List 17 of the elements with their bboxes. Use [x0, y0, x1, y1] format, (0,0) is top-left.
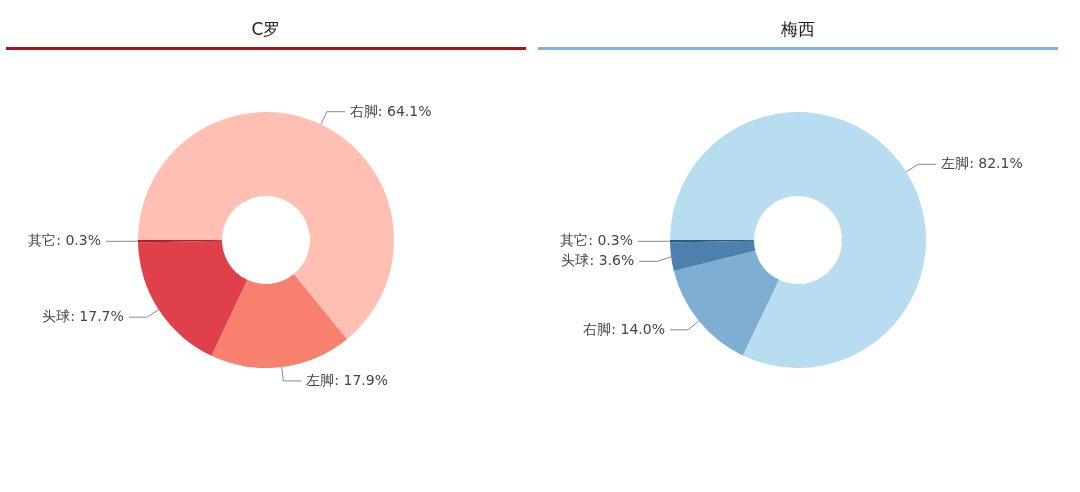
- slice-label: 其它: 0.3%: [28, 232, 102, 249]
- donut-slice: [670, 112, 926, 368]
- slice-label: 其它: 0.3%: [560, 232, 634, 249]
- slice-label: 右脚: 64.1%: [349, 102, 432, 119]
- slice-label: 头球: 17.7%: [42, 308, 124, 325]
- slice-label: 左脚: 82.1%: [941, 155, 1023, 172]
- donut-slice: [670, 240, 756, 272]
- donut-slice: [673, 250, 780, 356]
- chart-title: 梅西: [538, 18, 1058, 50]
- donut-slice: [211, 274, 347, 368]
- slice-label: 左脚: 17.9%: [306, 371, 389, 388]
- donut-slice: [138, 240, 223, 243]
- donut-slice: [138, 240, 248, 356]
- slice-label: 右脚: 14.0%: [583, 320, 666, 337]
- slice-label: 头球: 3.6%: [561, 252, 635, 269]
- donut-slice: [670, 240, 755, 243]
- chart-title: C罗: [6, 18, 526, 50]
